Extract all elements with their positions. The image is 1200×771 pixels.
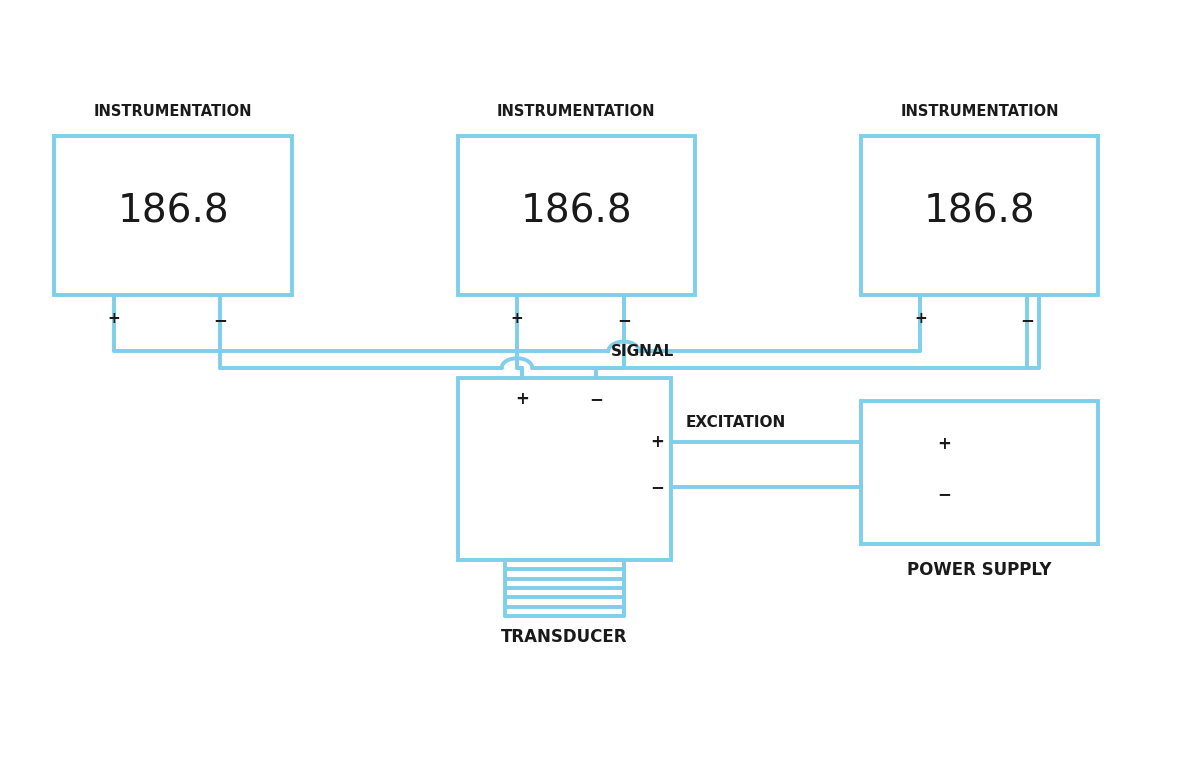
Text: +: + [937,435,950,453]
Text: INSTRUMENTATION: INSTRUMENTATION [94,104,252,119]
Text: SIGNAL: SIGNAL [611,344,674,359]
Text: 186.8: 186.8 [924,193,1036,231]
Text: −: − [650,478,664,496]
Text: +: + [107,311,120,326]
Text: TRANSDUCER: TRANSDUCER [502,628,628,646]
Text: −: − [617,311,631,329]
Bar [457,378,671,560]
Text: −: − [937,485,950,503]
Text: EXCITATION: EXCITATION [685,415,786,430]
Text: POWER SUPPLY: POWER SUPPLY [907,561,1052,579]
Text: −: − [1020,311,1034,329]
Text: 186.8: 186.8 [521,193,632,231]
Bar [54,136,292,295]
Text: +: + [515,390,529,408]
Text: +: + [510,311,523,326]
Text: INSTRUMENTATION: INSTRUMENTATION [900,104,1058,119]
Text: +: + [914,311,926,326]
Text: −: − [214,311,227,329]
Bar [860,136,1098,295]
Bar [860,401,1098,544]
Bar [457,136,695,295]
Text: INSTRUMENTATION: INSTRUMENTATION [497,104,655,119]
Text: −: − [589,390,604,408]
Text: +: + [650,433,664,450]
Text: 186.8: 186.8 [118,193,229,231]
